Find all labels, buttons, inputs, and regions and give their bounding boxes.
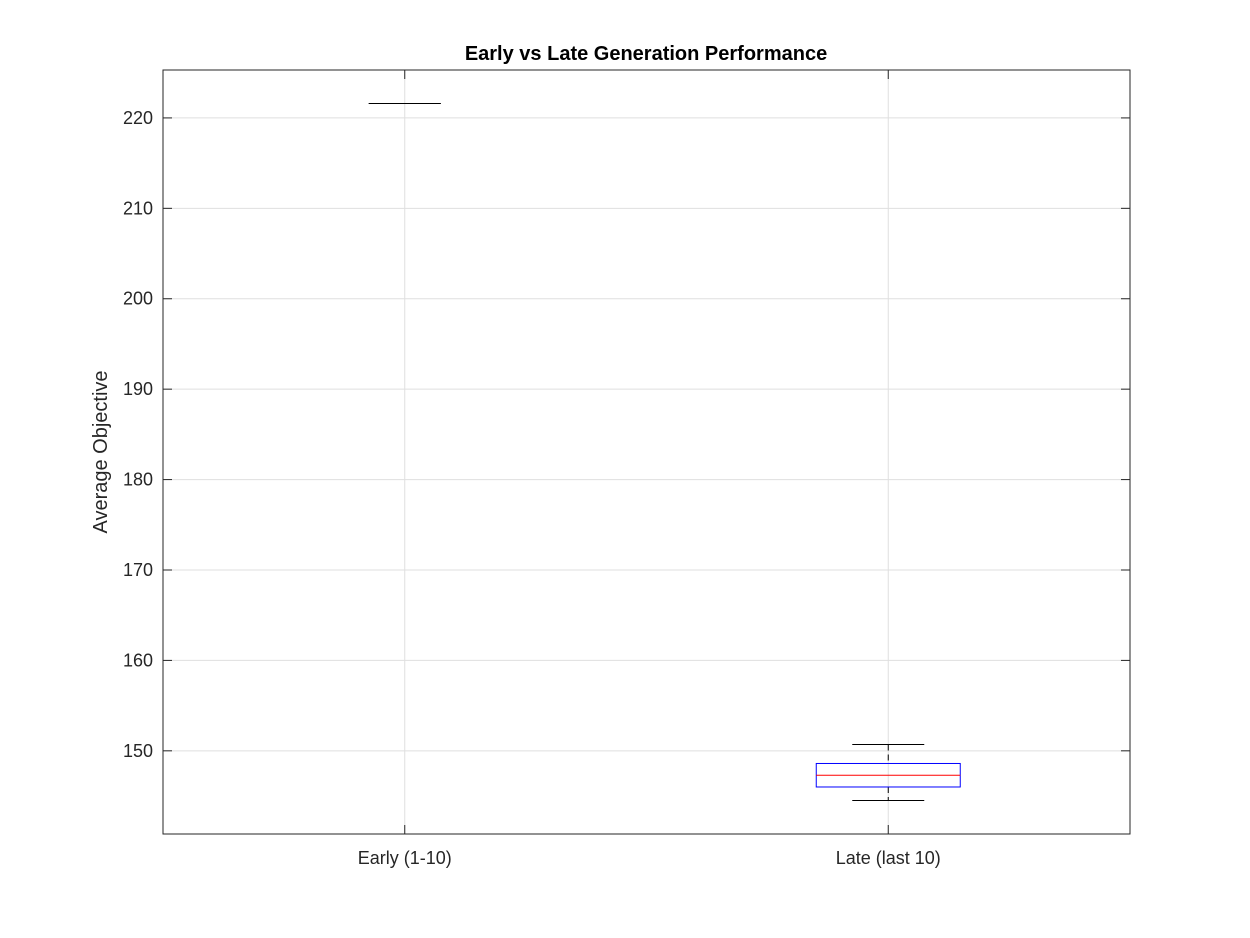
y-tick-label: 160 [123,650,153,670]
ticks-layer: 150 160 170 180 190 200 210 220 Early (1-10) Late… [123,70,1130,868]
boxes-layer [368,102,961,802]
y-tick-label: 190 [123,379,153,399]
y-tick-label: 220 [123,108,153,128]
y-tick-label: 180 [123,470,153,490]
y-axis-label: Average Objective [90,370,112,533]
grid-layer [163,70,1130,834]
y-tick-label: 210 [123,198,153,218]
y-tick-label: 170 [123,560,153,580]
y-tick-label: 150 [123,741,153,761]
chart-title: Early vs Late Generation Performance [465,43,827,65]
x-tick-label: Early (1-10) [358,848,452,868]
box-2 [815,743,961,802]
plot-area-frame [162,69,1131,835]
y-tick-label: 200 [123,289,153,309]
x-tick-label: Late (last 10) [836,848,941,868]
